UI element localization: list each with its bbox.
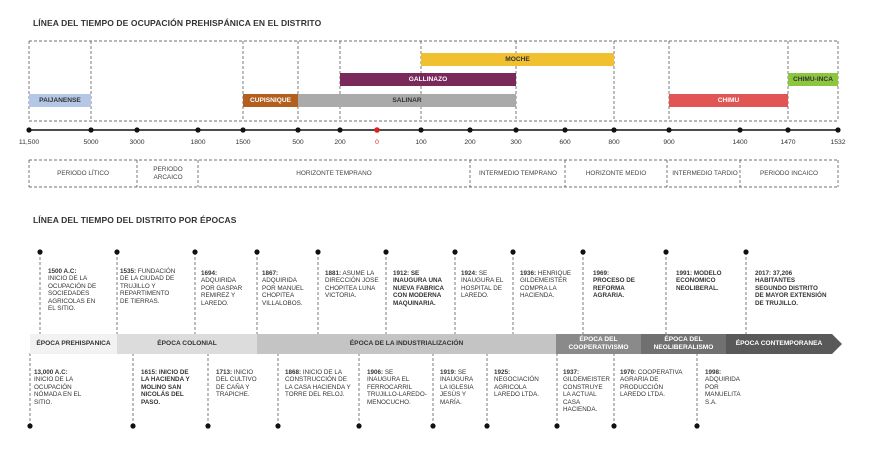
period-arcaico: PERIODO ARCAICO xyxy=(153,165,183,181)
event-bottom-10: 1998: ADQUIRIDA POR MANUELITA S.A. xyxy=(705,369,741,406)
tick-label: 11,500 xyxy=(18,139,40,146)
period-intermedio-temprano: INTERMEDIO TEMPRANO xyxy=(479,169,557,177)
period-intermedio-tardio: INTERMEDIO TARDIO xyxy=(672,169,738,177)
era-prehispanica: ÉPOCA PREHISPANICA xyxy=(36,340,111,347)
district-dots xyxy=(27,249,749,429)
tick-label: 800 xyxy=(608,139,620,146)
tick-label: 1500 xyxy=(235,139,251,146)
tick-label: 300 xyxy=(510,139,522,146)
event-top-7: 1924: SE INAUGURA EL HOSPITAL DE LAREDO. xyxy=(461,270,504,300)
tick-label: 900 xyxy=(663,139,675,146)
tick-label: 100 xyxy=(415,139,427,146)
event-bottom-7: 1925: NEGOCIACIÓN AGRICOLA LAREDO LTDA. xyxy=(494,369,540,399)
axis-dots xyxy=(26,127,841,133)
event-bottom-3: 1713: INICIO DEL CULTIVO DE CAÑA Y TRAPI… xyxy=(216,369,257,399)
bar-cupisnique: CUPISNIQUE xyxy=(243,94,298,107)
tick-label: 1532 xyxy=(830,139,846,146)
era-band xyxy=(30,334,842,354)
event-top-10: 1991: MODELO ECONOMICO NEOLIBERAL. xyxy=(676,270,722,292)
era-cooperativismo: ÉPOCA DEL COOPERATIVISMO xyxy=(568,336,629,351)
prehispanic-title: LÍNEA DEL TIEMPO DE OCUPACIÓN PREHISPÁNI… xyxy=(33,18,322,28)
zero-dot xyxy=(374,127,380,133)
event-bottom-6: 1919: SE INAUGURA LA IGLESIA JESÚS Y MAR… xyxy=(440,369,474,406)
event-top-11: 2017: 37,206 HABITANTES SEGUNDO DISTRITO… xyxy=(755,270,827,307)
bar-chimu-inca: CHIMU-INCA xyxy=(788,73,838,86)
event-bottom-9: 1970: COOPERATIVA AGRARIA DE PRODUCCIÓN … xyxy=(620,369,683,399)
event-top-1: 1500 a.C: INICIO DE LA OCUPACIÓN DE SOCIE… xyxy=(48,268,97,313)
period-litico: PERIODO LÍTICO xyxy=(57,169,109,177)
event-bottom-1: 13,000 a.C: INICIO DE LA OCUPACIÓN NÓMAD… xyxy=(34,369,82,406)
era-industrializacion: ÉPOCA DE LA INDUSTRIALIZACIÓN xyxy=(349,340,464,347)
period-horizonte-medio: HORIZONTE MEDIO xyxy=(585,169,647,177)
era-neoliberalismo: ÉPOCA DEL NEOLIBERALISMO xyxy=(653,336,714,351)
period-horizonte-temprano: HORIZONTE TEMPRANO xyxy=(296,169,372,177)
tick-label: 1470 xyxy=(780,139,796,146)
event-bottom-4: 1868: INICIO DE LA CONSTRUCCIÓN DE LA CA… xyxy=(285,369,351,399)
bar-chimu: CHIMU xyxy=(669,94,788,107)
tick-label: 3000 xyxy=(129,139,145,146)
era-contemporanea: ÉPOCA CONTEMPORANEA xyxy=(735,340,823,347)
tick-label: 5000 xyxy=(83,139,99,146)
event-top-9: 1969: PROCESO DE REFORMA AGRARIA. xyxy=(593,270,635,300)
event-top-6: 1912: SE INAUGURA UNA NUEVA FABRICA CON … xyxy=(393,270,444,307)
district-title: LÍNEA DEL TIEMPO DEL DISTRITO POR ÉPOCAS xyxy=(33,215,237,225)
tick-label: 500 xyxy=(292,139,304,146)
event-top-5: 1881: ASUME LA DIRECCIÓN JOSE CHOPITEA L… xyxy=(325,270,379,300)
bar-moche: MOCHE xyxy=(421,53,614,66)
era-colonial: ÉPOCA COLONIAL xyxy=(157,340,217,347)
event-bottom-8: 1937: GILDEMEISTER CONSTRUYE LA ACTUAL C… xyxy=(563,369,610,414)
tick-label: 600 xyxy=(559,139,571,146)
tick-label: 1800 xyxy=(190,139,206,146)
bar-gallinazo: GALLINAZO xyxy=(340,73,516,86)
tick-label: 200 xyxy=(464,139,476,146)
event-bottom-2: 1615: INICIO DE LA HACIENDA Y MOLINO SAN… xyxy=(141,369,190,406)
tick-label: 1400 xyxy=(732,139,748,146)
bar-salinar: SALINAR xyxy=(298,94,516,107)
event-bottom-5: 1906: SE INAUGURA EL FERROCARRIL TRUJILL… xyxy=(367,369,427,406)
period-incaico: PERIODO INCAICO xyxy=(760,169,818,177)
event-top-4: 1867: ADQUIRIDA POR MANUEL CHOPITEA VILL… xyxy=(262,270,304,307)
event-top-2: 1535: FUNDACIÓN DE LA CIUDAD DE TRUJILLO… xyxy=(120,268,176,305)
tick-label-zero: 0 xyxy=(375,139,379,146)
tick-label: 200 xyxy=(334,139,346,146)
bar-paijanense: PAIJANENSE xyxy=(29,94,91,107)
event-top-8: 1936: HENRIQUE GILDEMEISTER COMPRA LA HA… xyxy=(520,270,572,300)
event-top-3: 1694: ADQUIRIDA POR GASPAR REMIREZ Y LAR… xyxy=(201,270,243,307)
